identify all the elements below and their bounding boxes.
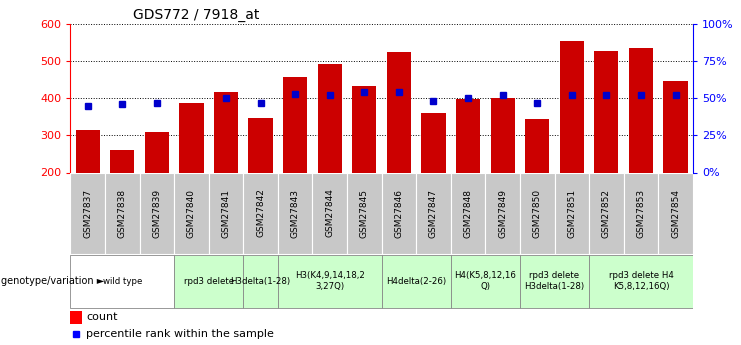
Bar: [485, 172, 520, 254]
Text: GSM27839: GSM27839: [153, 188, 162, 238]
Text: GSM27844: GSM27844: [325, 189, 334, 237]
Text: GSM27847: GSM27847: [429, 188, 438, 238]
Text: H4delta(2-26): H4delta(2-26): [386, 277, 446, 286]
Text: H3(K4,9,14,18,2
3,27Q): H3(K4,9,14,18,2 3,27Q): [295, 272, 365, 291]
Text: GSM27841: GSM27841: [222, 188, 230, 238]
Bar: [209, 172, 243, 254]
Text: GSM27849: GSM27849: [498, 188, 507, 238]
Text: percentile rank within the sample: percentile rank within the sample: [86, 329, 274, 339]
Bar: [70, 255, 174, 308]
Bar: [520, 255, 589, 308]
Bar: [70, 311, 82, 324]
Text: GDS772 / 7918_at: GDS772 / 7918_at: [133, 8, 259, 22]
Bar: [629, 48, 653, 172]
Text: H3delta(1-28): H3delta(1-28): [230, 277, 290, 286]
Bar: [139, 172, 174, 254]
Text: GSM27848: GSM27848: [464, 188, 473, 238]
Bar: [283, 77, 308, 172]
Bar: [594, 51, 619, 172]
Bar: [589, 172, 624, 254]
Bar: [451, 172, 485, 254]
Text: GSM27845: GSM27845: [360, 188, 369, 238]
Bar: [70, 172, 105, 254]
Text: GSM27837: GSM27837: [83, 188, 92, 238]
Text: count: count: [86, 312, 118, 322]
Text: GSM27853: GSM27853: [637, 188, 645, 238]
Bar: [554, 172, 589, 254]
Text: GSM27842: GSM27842: [256, 189, 265, 237]
Text: rpd3 delete: rpd3 delete: [184, 277, 233, 286]
Bar: [589, 255, 693, 308]
Text: GSM27840: GSM27840: [187, 188, 196, 238]
Bar: [658, 172, 693, 254]
Text: genotype/variation ►: genotype/variation ►: [1, 276, 104, 286]
Bar: [76, 130, 100, 172]
Bar: [248, 118, 273, 172]
Bar: [416, 172, 451, 254]
Bar: [387, 52, 411, 172]
Bar: [110, 149, 134, 172]
Bar: [318, 64, 342, 172]
Text: GSM27846: GSM27846: [394, 188, 403, 238]
Bar: [214, 92, 238, 172]
Bar: [243, 172, 278, 254]
Bar: [179, 103, 204, 172]
Text: rpd3 delete
H3delta(1-28): rpd3 delete H3delta(1-28): [525, 272, 585, 291]
Bar: [347, 172, 382, 254]
Bar: [451, 255, 520, 308]
Text: GSM27843: GSM27843: [290, 188, 299, 238]
Text: wild type: wild type: [102, 277, 142, 286]
Bar: [174, 172, 209, 254]
Bar: [313, 172, 347, 254]
Text: GSM27854: GSM27854: [671, 188, 680, 238]
Bar: [663, 80, 688, 172]
Text: GSM27850: GSM27850: [533, 188, 542, 238]
Bar: [624, 172, 658, 254]
Bar: [559, 41, 584, 172]
Text: GSM27838: GSM27838: [118, 188, 127, 238]
Bar: [352, 87, 376, 172]
Bar: [174, 255, 243, 308]
Bar: [456, 99, 480, 172]
Bar: [278, 255, 382, 308]
Bar: [243, 255, 278, 308]
Bar: [382, 172, 416, 254]
Text: rpd3 delete H4
K5,8,12,16Q): rpd3 delete H4 K5,8,12,16Q): [608, 272, 674, 291]
Bar: [278, 172, 313, 254]
Text: H4(K5,8,12,16
Q): H4(K5,8,12,16 Q): [454, 272, 516, 291]
Bar: [105, 172, 139, 254]
Bar: [382, 255, 451, 308]
Bar: [144, 132, 169, 172]
Bar: [520, 172, 554, 254]
Bar: [491, 98, 515, 172]
Bar: [525, 119, 549, 172]
Text: GSM27851: GSM27851: [568, 188, 576, 238]
Text: GSM27852: GSM27852: [602, 188, 611, 238]
Bar: [422, 113, 445, 172]
